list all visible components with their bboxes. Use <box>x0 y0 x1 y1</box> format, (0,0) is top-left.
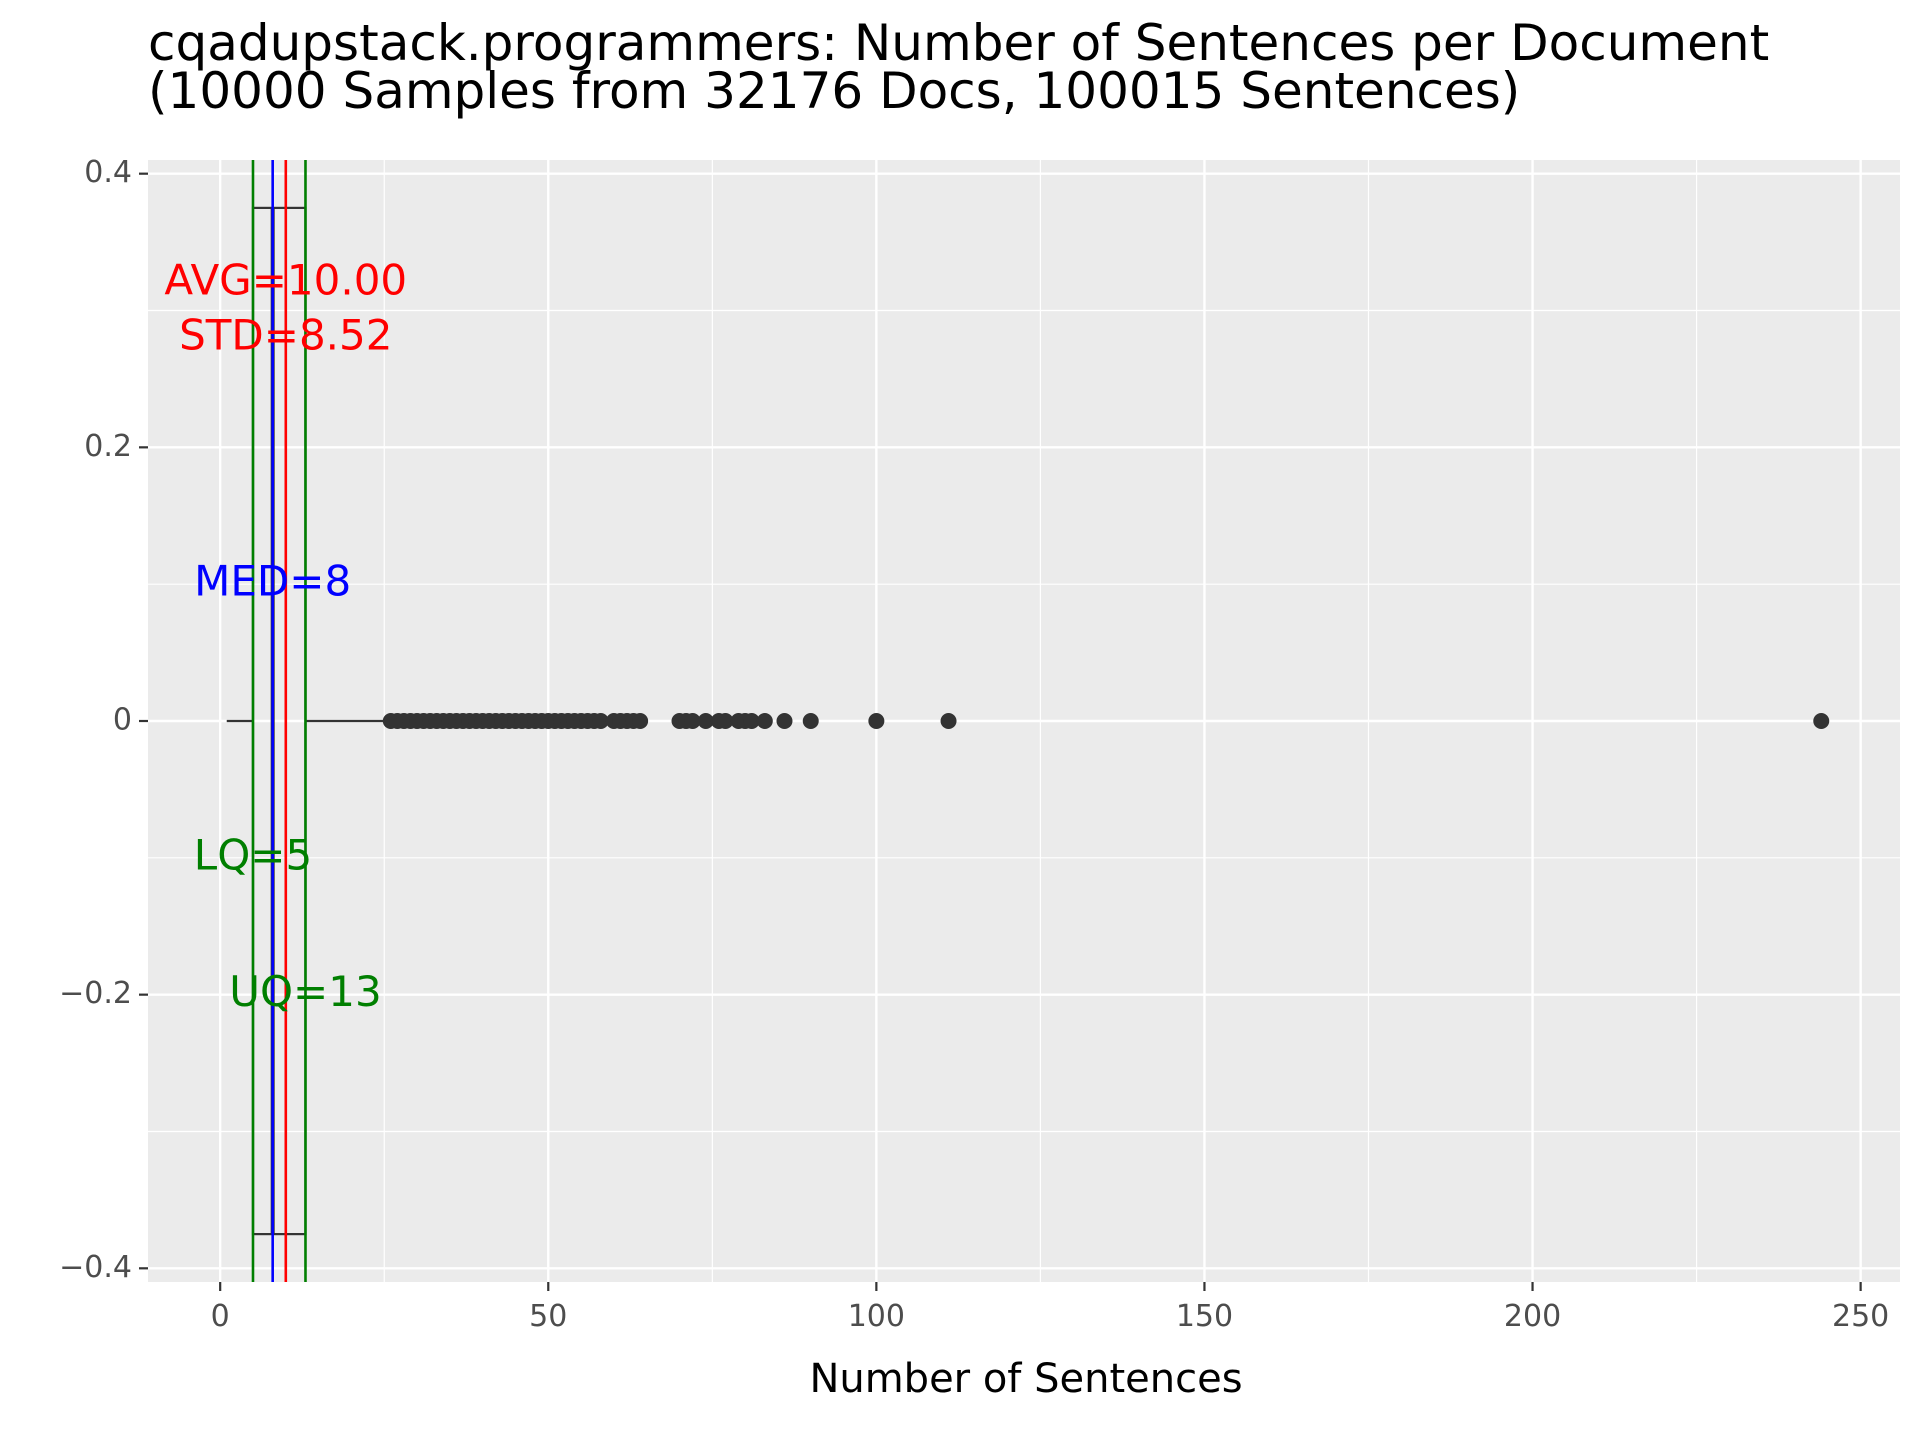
chart-title-line2: (10000 Samples from 32176 Docs, 100015 S… <box>148 62 1520 120</box>
y-tick-label: 0 <box>113 703 132 738</box>
chart-title-line1: cqadupstack.programmers: Number of Sente… <box>148 14 1769 72</box>
minor-gridlines <box>148 160 1900 1282</box>
outlier-point <box>868 713 885 729</box>
median-annotation: MED=8 <box>194 557 351 606</box>
x-tick-label: 150 <box>1176 1299 1233 1334</box>
x-tick-label: 100 <box>848 1299 905 1334</box>
lq-annotation: LQ=5 <box>194 830 312 879</box>
x-axis: 0 50 100 150 200 250 <box>211 1282 1889 1334</box>
outlier-point <box>743 713 760 729</box>
uq-annotation: UQ=13 <box>229 967 381 1016</box>
outlier-point <box>717 713 734 729</box>
x-tick-label: 200 <box>1504 1299 1561 1334</box>
outlier-point <box>684 713 701 729</box>
y-tick-label: 0.2 <box>84 429 132 464</box>
y-axis: 0.4 0.2 0 −0.2 −0.4 <box>59 155 148 1285</box>
std-annotation: STD=8.52 <box>179 310 392 359</box>
reference-lines <box>251 160 307 1282</box>
avg-annotation: AVG=10.00 <box>164 256 407 305</box>
outlier-point <box>697 713 714 729</box>
outlier-point <box>1813 713 1830 729</box>
x-tick-label: 0 <box>211 1299 230 1334</box>
x-tick-label: 50 <box>529 1299 567 1334</box>
x-axis-title: Number of Sentences <box>809 1356 1242 1402</box>
outlier-point <box>756 713 773 729</box>
outlier-point <box>802 713 819 729</box>
y-tick-label: 0.4 <box>84 155 132 190</box>
y-tick-label: −0.4 <box>59 1250 132 1285</box>
outlier-point <box>776 713 793 729</box>
x-tick-label: 250 <box>1832 1299 1889 1334</box>
outlier-point <box>632 713 649 729</box>
stat-annotations: AVG=10.00 STD=8.52 MED=8 LQ=5 UQ=13 <box>164 256 407 1017</box>
y-tick-label: −0.2 <box>59 976 132 1011</box>
outlier-points <box>382 713 1830 729</box>
outlier-point <box>940 713 957 729</box>
outlier-point <box>592 713 609 729</box>
